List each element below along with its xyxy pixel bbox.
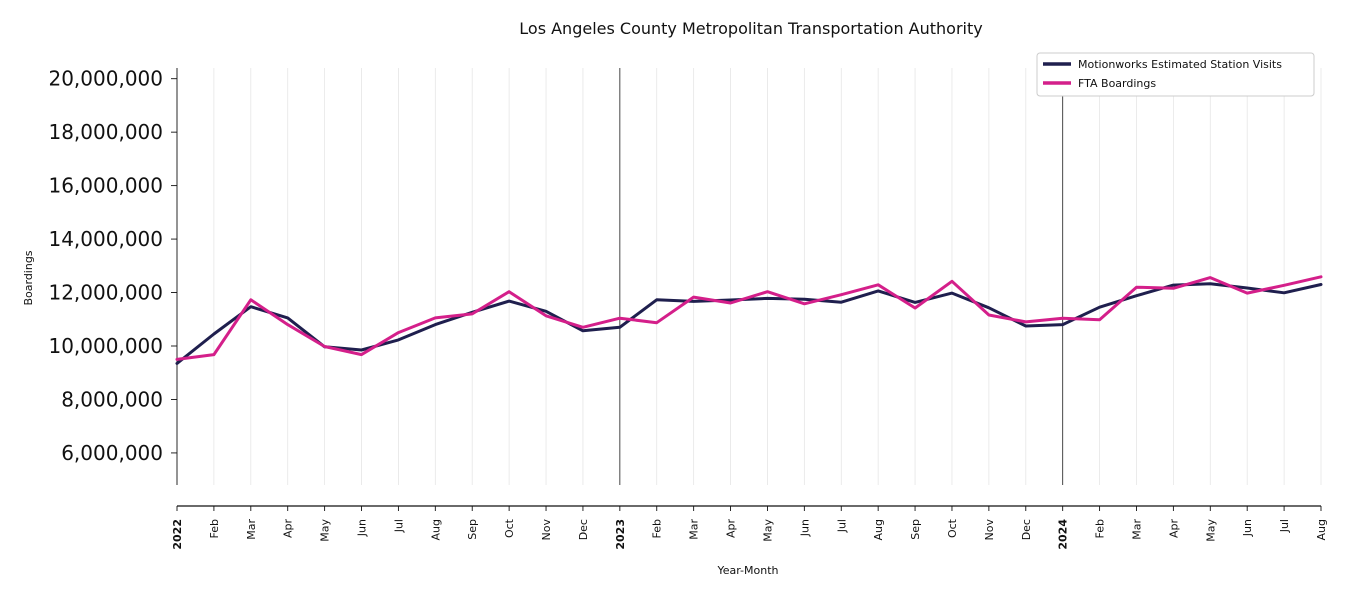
series-lines (175, 275, 1323, 365)
x-tick-label: Aug (1315, 519, 1328, 540)
x-tick-label: Feb (651, 519, 664, 538)
y-axis-label: Boardings (22, 250, 35, 305)
grid-lines (213, 68, 1322, 485)
x-tick-label: May (319, 519, 332, 542)
legend-box (1036, 52, 1315, 97)
y-tick-label: 16,000,000 (48, 174, 163, 198)
x-tick-label: Aug (872, 519, 885, 540)
x-tick-label: 2022 (171, 519, 184, 550)
x-tick-label: Oct (503, 518, 516, 538)
y-tick-label: 14,000,000 (48, 227, 163, 251)
legend: Motionworks Estimated Station Visits FTA… (1036, 52, 1315, 97)
x-tick-label: May (761, 519, 774, 542)
x-tick-label: Feb (1094, 519, 1107, 538)
x-tick-label: Aug (429, 519, 442, 540)
x-tick-label: May (1204, 519, 1217, 542)
axes: 6,000,000 8,000,000 10,000,000 12,000,000 14… (48, 67, 1328, 550)
x-tick-label: Jun (356, 519, 369, 537)
x-tick-label: Sep (466, 519, 479, 540)
x-axis-label: Year-Month (716, 564, 778, 577)
x-tick-label: Oct (946, 518, 959, 538)
x-tick-label: Dec (1020, 519, 1033, 540)
y-tick-label: 8,000,000 (61, 387, 163, 411)
series-line-motionworks (175, 282, 1323, 365)
legend-label-fta: FTA Boardings (1078, 77, 1156, 90)
x-tick-label: Jul (392, 519, 405, 533)
y-tick-label: 6,000,000 (61, 441, 163, 465)
x-tick-label: 2024 (1057, 519, 1070, 550)
y-tick-label: 12,000,000 (48, 281, 163, 305)
x-tick-label: Mar (1130, 519, 1143, 540)
x-tick-label: Apr (725, 519, 738, 539)
x-tick-label: Dec (577, 519, 590, 540)
chart-title: Los Angeles County Metropolitan Transpor… (519, 19, 982, 38)
y-tick-label: 20,000,000 (48, 67, 163, 91)
x-tick-label: Apr (282, 519, 295, 539)
x-tick-label: Jun (1241, 519, 1254, 537)
x-tick-label: Apr (1167, 519, 1180, 539)
x-tick-label: Sep (909, 519, 922, 540)
x-tick-label: 2023 (614, 519, 627, 550)
y-tick-label: 18,000,000 (48, 120, 163, 144)
x-tick-label: Nov (983, 519, 996, 541)
x-tick-label: Jul (1278, 519, 1291, 533)
legend-label-motionworks: Motionworks Estimated Station Visits (1078, 58, 1282, 71)
x-tick-label: Jun (798, 519, 811, 537)
x-tick-label: Mar (688, 519, 701, 540)
series-line-fta (175, 275, 1323, 361)
x-tick-label: Mar (245, 519, 258, 540)
y-tick-label: 10,000,000 (48, 334, 163, 358)
x-tick-label: Jul (835, 519, 848, 533)
x-tick-label: Feb (208, 519, 221, 538)
x-tick-label: Nov (540, 519, 553, 541)
